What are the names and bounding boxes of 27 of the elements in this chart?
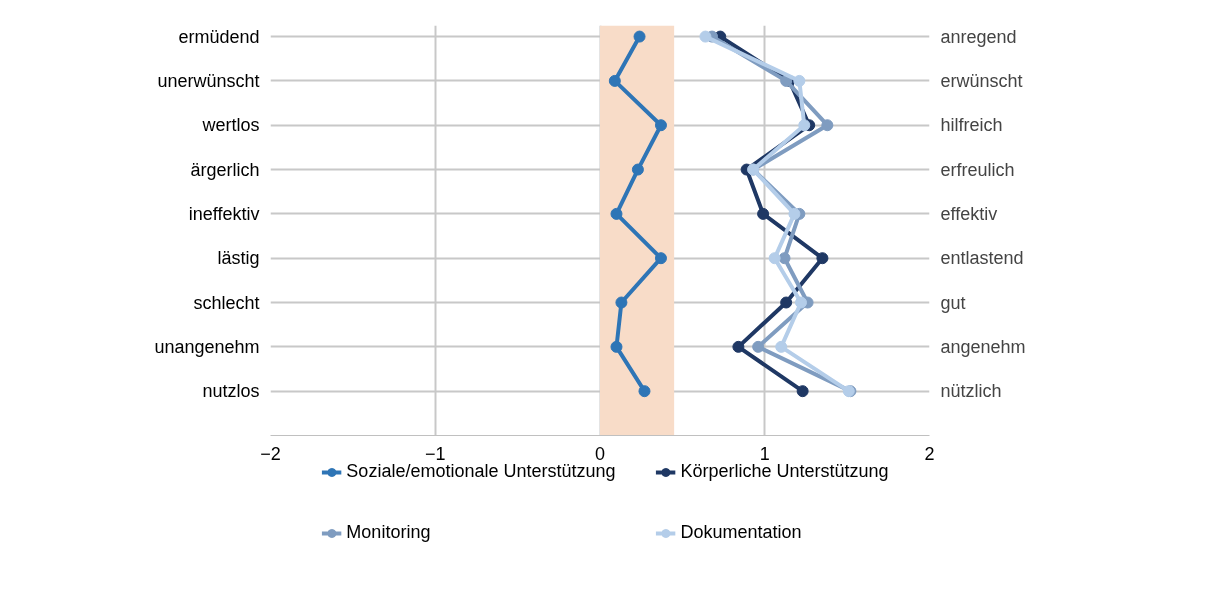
y2-tick-label: hilfreich: [940, 115, 1003, 136]
y2-tick-label: erfreulich: [940, 159, 1015, 180]
legend-label: Monitoring: [346, 522, 431, 543]
y-tick-label: ermüdend: [178, 26, 260, 47]
y-tick-label: lästig: [217, 248, 260, 269]
x-tick-label: 0: [594, 443, 606, 464]
x-tick-label: 2: [924, 443, 935, 464]
y2-tick-label: gut: [940, 292, 966, 313]
x-tick-label: 1: [759, 443, 770, 464]
y2-tick-label: effektiv: [940, 203, 998, 224]
x-tick-label: −1: [424, 443, 446, 464]
y2-tick-label: anregend: [940, 26, 1017, 47]
x-tick-label: −2: [260, 443, 281, 464]
y-tick-label: unerwünscht: [157, 70, 260, 91]
y-tick-label: ärgerlich: [190, 159, 260, 180]
y-tick-label: unangenehm: [154, 336, 260, 357]
y2-tick-label: nützlich: [940, 381, 1002, 402]
y-tick-label: nutzlos: [202, 381, 260, 402]
y2-tick-label: angenehm: [940, 336, 1026, 357]
y-tick-label: wertlos: [201, 115, 260, 136]
y-tick-label: schlecht: [193, 292, 260, 313]
y2-tick-label: entlastend: [940, 248, 1024, 269]
legend-label: Körperliche Unterstützung: [680, 461, 889, 482]
y-tick-label: ineffektiv: [188, 203, 260, 224]
legend-label: Dokumentation: [680, 522, 802, 543]
y2-tick-label: erwünscht: [940, 70, 1023, 91]
legend-label: Soziale/emotionale Unterstützung: [346, 461, 616, 482]
